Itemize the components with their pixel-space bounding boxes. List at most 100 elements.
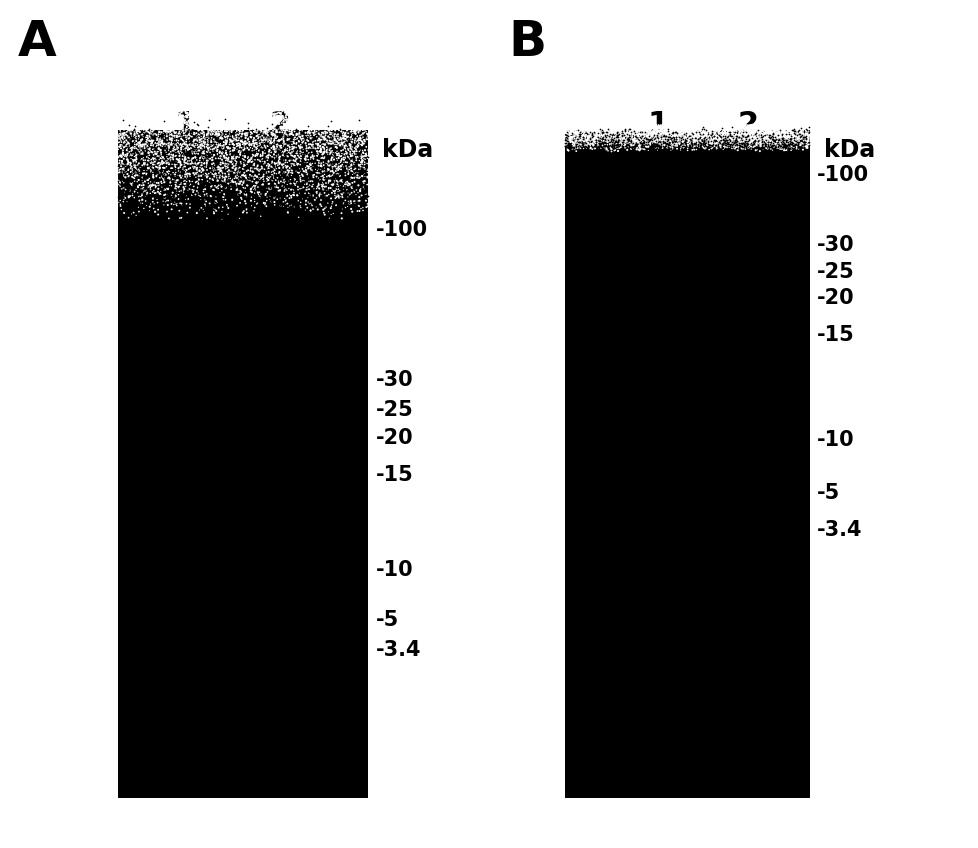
Point <box>756 133 772 147</box>
Point <box>664 131 680 144</box>
Point <box>298 159 314 173</box>
Point <box>701 118 717 131</box>
Point <box>128 159 144 172</box>
Point <box>695 123 711 137</box>
Point <box>740 136 756 149</box>
Point <box>277 198 292 211</box>
Point <box>575 135 591 148</box>
Point <box>159 125 175 138</box>
Point <box>316 171 332 185</box>
Point <box>352 170 368 184</box>
Point <box>236 158 251 171</box>
Point <box>623 131 639 144</box>
Point <box>600 120 616 134</box>
Point <box>564 126 580 139</box>
Point <box>709 122 725 136</box>
Point <box>338 177 354 191</box>
Point <box>598 125 613 138</box>
Point <box>611 135 627 148</box>
Point <box>749 138 765 152</box>
Point <box>195 186 210 199</box>
Point <box>660 131 676 145</box>
Point <box>614 133 630 147</box>
Point <box>261 117 277 131</box>
Point <box>304 180 320 193</box>
Point <box>604 123 620 137</box>
Point <box>762 120 778 134</box>
Point <box>153 166 168 180</box>
Point <box>135 137 151 151</box>
Point <box>122 149 138 163</box>
Point <box>215 190 231 204</box>
Point <box>714 119 730 132</box>
Point <box>657 125 673 138</box>
Point <box>689 122 705 136</box>
Point <box>614 132 630 146</box>
Point <box>239 178 254 192</box>
Point <box>646 125 662 138</box>
Point <box>647 130 663 143</box>
Point <box>676 121 691 135</box>
Point <box>720 125 735 138</box>
Point <box>727 137 742 150</box>
Point <box>239 187 254 200</box>
Point <box>730 140 745 153</box>
Point <box>700 132 716 146</box>
Point <box>770 139 785 153</box>
Point <box>240 116 255 130</box>
Point <box>228 171 244 185</box>
Point <box>150 131 165 145</box>
Point <box>752 123 768 137</box>
Point <box>570 132 586 146</box>
Point <box>686 119 701 132</box>
Point <box>125 110 141 124</box>
Point <box>680 140 695 153</box>
Point <box>586 138 601 152</box>
Point <box>684 127 699 141</box>
Point <box>275 137 290 150</box>
Point <box>611 128 627 142</box>
Point <box>344 171 360 185</box>
Point <box>775 130 790 143</box>
Point <box>692 130 708 143</box>
Point <box>224 124 240 137</box>
Point <box>773 124 788 137</box>
Point <box>633 120 648 133</box>
Point <box>598 137 613 151</box>
Point <box>594 121 609 135</box>
Point <box>126 157 142 170</box>
Point <box>639 129 654 142</box>
Point <box>150 137 165 150</box>
Point <box>557 136 573 149</box>
Point <box>659 131 675 144</box>
Point <box>241 142 256 156</box>
Point <box>780 119 796 132</box>
Point <box>597 121 612 135</box>
Point <box>623 125 639 138</box>
Point <box>131 129 147 142</box>
Point <box>224 123 240 137</box>
Point <box>617 119 633 132</box>
Point <box>302 158 318 171</box>
Point <box>157 114 173 128</box>
Point <box>583 134 599 148</box>
Point <box>263 110 279 124</box>
Point <box>189 162 204 176</box>
Point <box>792 120 808 133</box>
Point <box>564 130 580 143</box>
Point <box>148 112 163 126</box>
Point <box>231 131 246 145</box>
Point <box>721 124 736 137</box>
Point <box>635 136 650 149</box>
Point <box>771 126 786 139</box>
Point <box>760 126 776 139</box>
Point <box>257 140 273 153</box>
Point <box>149 164 164 177</box>
Point <box>358 158 374 171</box>
Point <box>626 141 642 154</box>
Point <box>570 131 586 145</box>
Point <box>200 103 215 117</box>
Point <box>291 127 307 141</box>
Point <box>570 129 586 142</box>
Point <box>767 132 782 146</box>
